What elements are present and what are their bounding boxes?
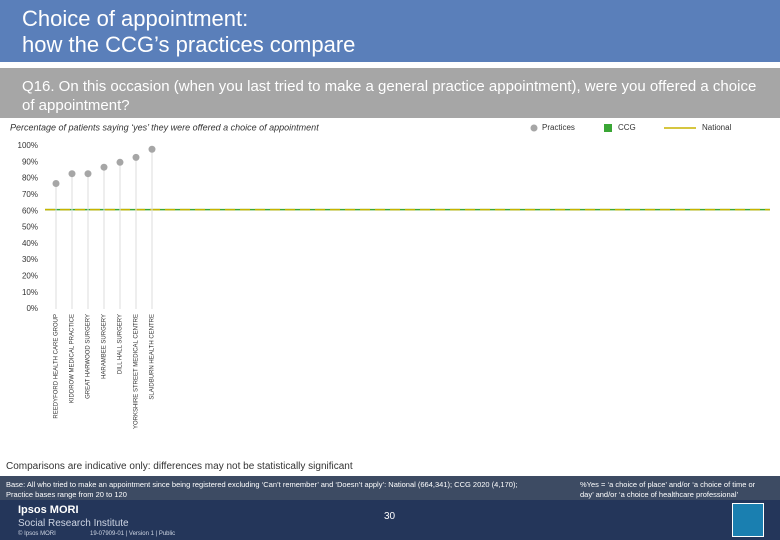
logo-name: Ipsos MORI	[18, 504, 79, 516]
x-tick-label: YORKSHIRE STREET MEDICAL CENTRE	[134, 314, 140, 429]
y-tick-label: 40%	[22, 239, 38, 248]
ipsos-icon	[732, 503, 764, 537]
practice-dot	[116, 158, 124, 166]
version: 19-07909-01 | Version 1 | Public	[90, 531, 176, 537]
x-tick-label: HARAMBEE SURGERY	[102, 314, 108, 379]
logo-sub: Social Research Institute	[18, 518, 129, 529]
y-tick-label: 20%	[22, 272, 38, 281]
practice-dot	[100, 163, 108, 171]
practice-dot	[68, 170, 76, 178]
legend-dot	[530, 124, 538, 132]
y-tick-label: 30%	[22, 255, 38, 264]
y-tick-label: 50%	[22, 223, 38, 232]
x-tick-label: KIDDROW MEDICAL PRACTICE	[70, 314, 76, 403]
title-line: Choice of appointment:	[22, 6, 249, 31]
practice-dot	[132, 153, 140, 161]
question: Q16. On this occasion (when you last tri…	[22, 78, 757, 114]
header-band	[0, 0, 780, 62]
chart-subtitle: Percentage of patients saying ‘yes’ they…	[10, 122, 319, 132]
y-tick-label: 60%	[22, 206, 38, 215]
base-band	[0, 476, 780, 500]
x-tick-label: DILL HALL SURGERY	[118, 314, 124, 374]
y-tick-label: 70%	[22, 190, 38, 199]
y-tick-label: 0%	[26, 304, 38, 313]
copyright: © Ipsos MORI	[18, 531, 56, 537]
legend-swatch	[604, 124, 612, 132]
footer-band	[0, 500, 780, 540]
yes-note: %Yes = ‘a choice of place’ and/or ‘a cho…	[580, 480, 756, 499]
question-band	[0, 68, 780, 118]
comparison-note: Comparisons are indicative only: differe…	[6, 461, 353, 472]
legend-label: Practices	[542, 123, 575, 132]
x-tick-label: GREAT HARWOOD SURGERY	[86, 314, 92, 399]
y-tick-label: 100%	[18, 141, 38, 150]
title: Choice of appointment: how the CCG’s pra…	[22, 6, 355, 58]
legend-label: National	[702, 123, 732, 132]
practice-dot	[84, 170, 92, 178]
x-tick-label: SLAIDBURN HEALTH CENTRE	[150, 314, 156, 400]
y-tick-label: 90%	[22, 157, 38, 166]
y-tick-label: 80%	[22, 174, 38, 183]
x-tick-label: REEDYFORD HEALTH CARE GROUP	[54, 314, 60, 419]
chart: Percentage of patients saying ‘yes’ they…	[10, 122, 770, 429]
practice-dot	[148, 145, 156, 153]
title-line: how the CCG’s practices compare	[22, 32, 356, 57]
practice-dot	[52, 179, 60, 187]
base-text: Base: All who tried to make an appointme…	[6, 480, 518, 499]
page-number: 30	[384, 511, 396, 522]
legend-label: CCG	[618, 123, 636, 132]
y-tick-label: 10%	[22, 288, 38, 297]
